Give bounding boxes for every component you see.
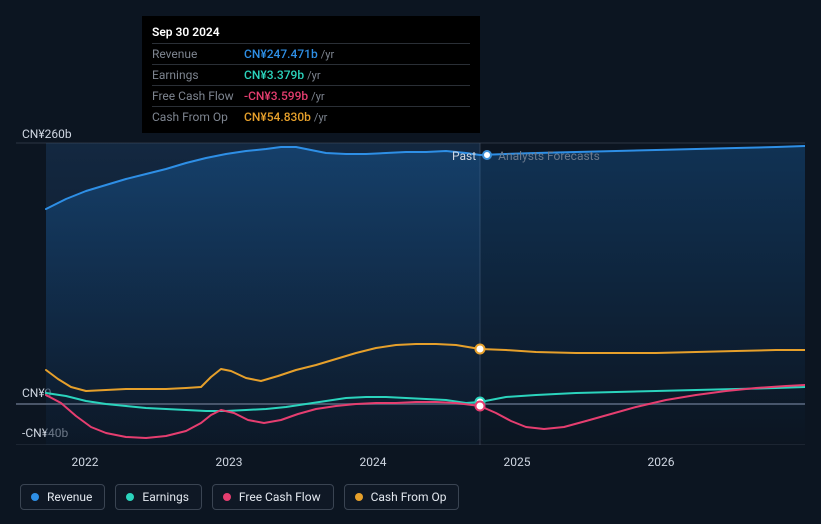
tooltip-row: Free Cash Flow-CN¥3.599b/yr: [152, 85, 470, 106]
tooltip-row: Cash From OpCN¥54.830b/yr: [152, 106, 470, 127]
x-axis-labels: 2022 2023 2024 2025 2026: [16, 455, 805, 473]
past-forecast-divider-label: Past Analysts Forecasts: [452, 149, 600, 163]
chart-svg: [16, 125, 805, 445]
tooltip-metric-suffix: /yr: [311, 90, 324, 103]
legend-item-free-cash-flow[interactable]: Free Cash Flow: [212, 484, 334, 510]
x-tick-label: 2026: [648, 455, 675, 469]
legend-color-dot: [223, 493, 231, 501]
legend-item-earnings[interactable]: Earnings: [115, 484, 202, 510]
tooltip-metric-suffix: /yr: [321, 48, 334, 61]
financial-chart-page: Sep 30 2024 RevenueCN¥247.471b/yrEarning…: [0, 0, 821, 524]
legend-label: Revenue: [47, 490, 92, 504]
tooltip-metric-suffix: /yr: [307, 69, 320, 82]
tooltip-metric-label: Revenue: [152, 47, 244, 61]
legend-color-dot: [126, 493, 134, 501]
legend-label: Earnings: [142, 490, 189, 504]
tooltip-metric-label: Earnings: [152, 68, 244, 82]
x-tick-label: 2025: [504, 455, 531, 469]
tooltip-metric-value: CN¥3.379b: [244, 68, 304, 82]
tooltip-metric-label: Free Cash Flow: [152, 89, 244, 103]
tooltip-row: EarningsCN¥3.379b/yr: [152, 64, 470, 85]
legend-item-cash-from-op[interactable]: Cash From Op: [344, 484, 460, 510]
tooltip-metric-label: Cash From Op: [152, 110, 244, 124]
legend-color-dot: [31, 493, 39, 501]
chart-area: [16, 125, 805, 445]
tooltip-date: Sep 30 2024: [152, 22, 470, 43]
chart-legend: Revenue Earnings Free Cash Flow Cash From O…: [20, 484, 459, 510]
tooltip-metric-suffix: /yr: [314, 111, 327, 124]
x-tick-label: 2024: [360, 455, 387, 469]
tooltip-row: RevenueCN¥247.471b/yr: [152, 43, 470, 64]
divider-marker-icon: [481, 149, 493, 161]
tooltip-metric-value: -CN¥3.599b: [244, 89, 308, 103]
tooltip-metric-value: CN¥247.471b: [244, 47, 318, 61]
legend-item-revenue[interactable]: Revenue: [20, 484, 105, 510]
legend-label: Free Cash Flow: [239, 490, 321, 504]
x-tick-label: 2023: [216, 455, 243, 469]
tooltip-metric-value: CN¥54.830b: [244, 110, 311, 124]
legend-color-dot: [355, 493, 363, 501]
forecast-label: Analysts Forecasts: [498, 149, 600, 163]
x-tick-label: 2022: [72, 455, 99, 469]
chart-tooltip: Sep 30 2024 RevenueCN¥247.471b/yrEarning…: [142, 16, 480, 133]
past-label: Past: [452, 149, 476, 163]
legend-label: Cash From Op: [371, 490, 447, 504]
